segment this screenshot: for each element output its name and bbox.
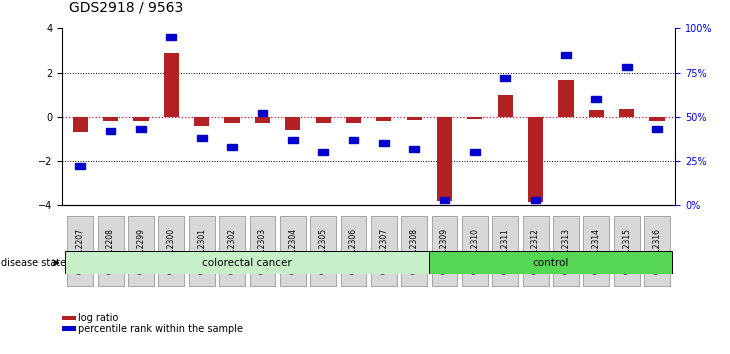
Text: GSM112314: GSM112314 [592, 228, 601, 274]
Bar [197, 135, 207, 141]
Bar [591, 96, 602, 102]
Bar [431, 216, 458, 286]
Text: percentile rank within the sample: percentile rank within the sample [78, 324, 243, 333]
Bar [250, 216, 275, 286]
Bar [285, 117, 300, 130]
Bar [67, 216, 93, 286]
Bar [98, 216, 123, 286]
Text: GSM112308: GSM112308 [410, 228, 419, 274]
Bar [255, 117, 270, 124]
Text: disease state: disease state [1, 258, 66, 268]
Bar [583, 216, 610, 286]
Text: log ratio: log ratio [78, 313, 118, 323]
Bar [189, 216, 215, 286]
Text: GSM112309: GSM112309 [440, 228, 449, 274]
Bar [553, 216, 579, 286]
Bar [219, 216, 245, 286]
Bar [280, 216, 306, 286]
Bar [158, 216, 184, 286]
Bar [531, 197, 540, 203]
Bar [164, 53, 179, 117]
Bar [402, 216, 427, 286]
Bar [103, 117, 118, 121]
Text: GSM112315: GSM112315 [622, 228, 631, 274]
Bar [288, 137, 298, 143]
Bar [410, 145, 419, 152]
Text: GSM112304: GSM112304 [288, 228, 297, 274]
Bar [614, 216, 639, 286]
Bar [561, 52, 571, 58]
Text: GSM112300: GSM112300 [167, 228, 176, 274]
Bar [65, 251, 429, 274]
Text: GSM112310: GSM112310 [470, 228, 480, 274]
Text: GSM112305: GSM112305 [318, 228, 328, 274]
Bar [227, 144, 237, 150]
Bar [523, 216, 548, 286]
Bar [644, 216, 670, 286]
Bar [407, 117, 422, 120]
Bar [341, 216, 366, 286]
Text: control: control [533, 258, 569, 268]
Bar [470, 149, 480, 155]
Bar [258, 110, 267, 116]
Bar [136, 126, 146, 132]
Text: GSM112299: GSM112299 [137, 228, 145, 274]
Text: GSM112316: GSM112316 [653, 228, 661, 274]
Bar [652, 126, 662, 132]
Bar [376, 117, 391, 121]
Text: GSM112301: GSM112301 [197, 228, 206, 274]
Bar [429, 251, 672, 274]
Bar [318, 149, 328, 155]
Bar [500, 75, 510, 81]
Text: GSM112311: GSM112311 [501, 228, 510, 274]
Bar [194, 117, 210, 126]
Bar [462, 216, 488, 286]
Bar [224, 117, 239, 124]
Bar [134, 117, 149, 121]
Bar [346, 117, 361, 124]
Bar [128, 216, 154, 286]
Bar [310, 216, 336, 286]
Text: GSM112312: GSM112312 [531, 228, 540, 274]
Bar [349, 137, 358, 143]
Bar [106, 128, 115, 134]
Bar [439, 197, 450, 203]
Bar [498, 95, 513, 117]
Bar [622, 64, 631, 70]
Text: GSM112208: GSM112208 [106, 228, 115, 274]
Bar [73, 117, 88, 132]
Bar [558, 80, 574, 117]
Bar [166, 34, 176, 40]
Bar [437, 117, 452, 201]
Bar [528, 117, 543, 202]
Text: GSM112302: GSM112302 [228, 228, 237, 274]
Bar [379, 140, 388, 147]
Text: GSM112306: GSM112306 [349, 228, 358, 274]
Text: GSM112307: GSM112307 [380, 228, 388, 274]
Bar [371, 216, 396, 286]
Text: GSM112303: GSM112303 [258, 228, 267, 274]
Bar [492, 216, 518, 286]
Bar [619, 109, 634, 117]
Bar [650, 117, 664, 121]
Text: GSM112207: GSM112207 [76, 228, 85, 274]
Text: colorectal cancer: colorectal cancer [202, 258, 292, 268]
Text: GSM112313: GSM112313 [561, 228, 570, 274]
Bar [75, 163, 85, 170]
Bar [315, 117, 331, 124]
Bar [467, 117, 483, 119]
Text: GDS2918 / 9563: GDS2918 / 9563 [69, 0, 184, 14]
Bar [588, 110, 604, 117]
